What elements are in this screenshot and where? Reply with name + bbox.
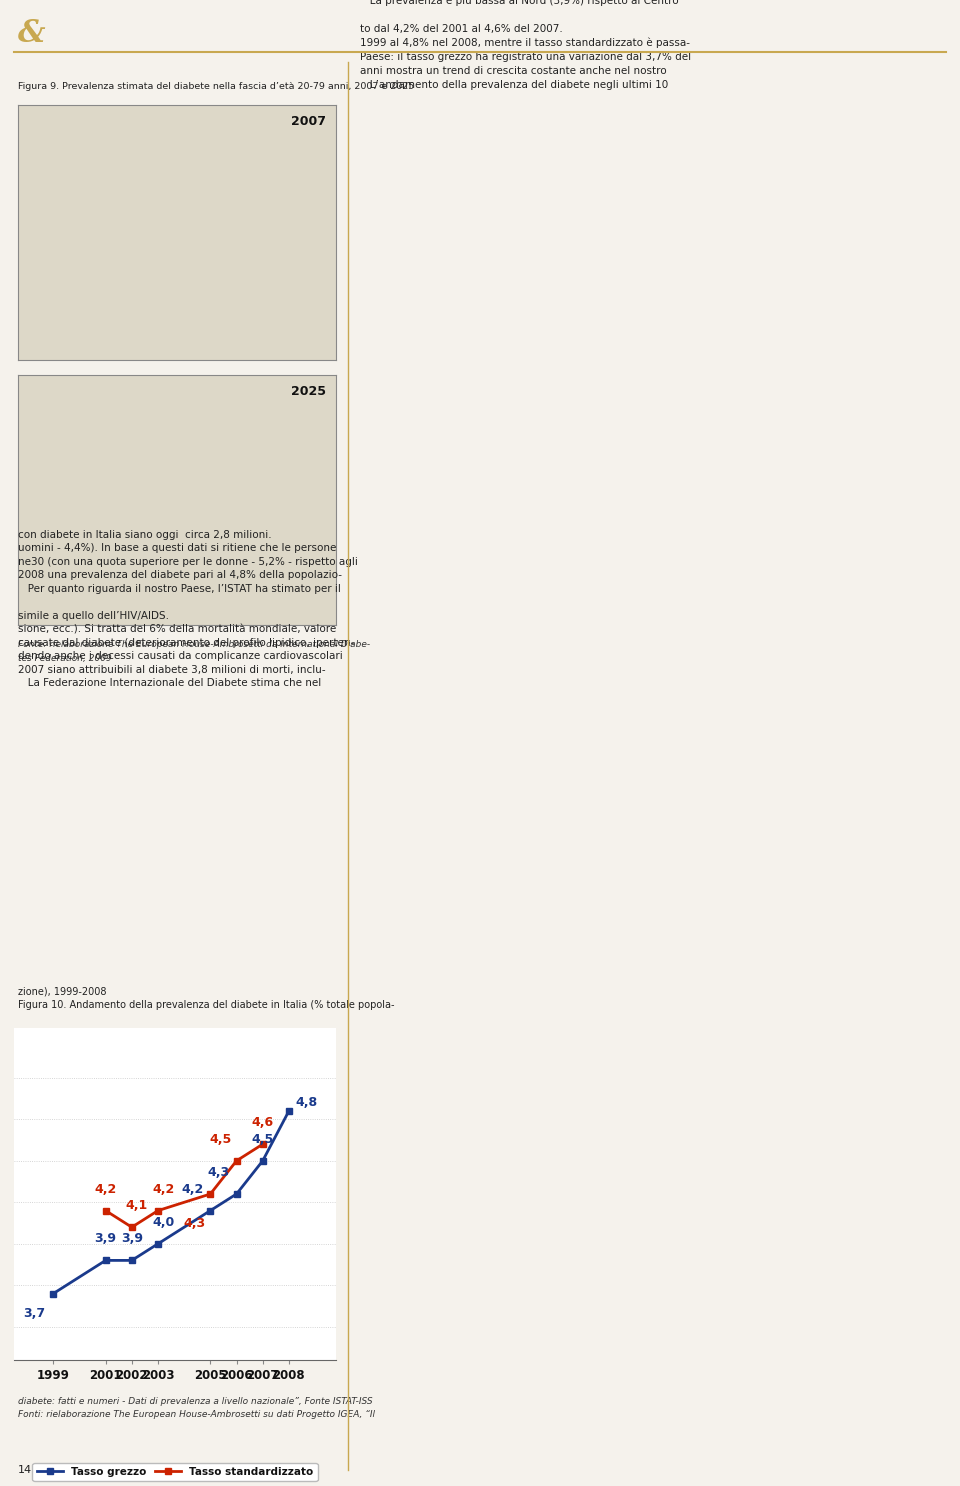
Text: &: & — [18, 18, 45, 49]
Text: 3,9: 3,9 — [121, 1232, 143, 1245]
Text: Figura 9. Prevalenza stimata del diabete nella fascia d’età 20-79 anni, 2007 e 2: Figura 9. Prevalenza stimata del diabete… — [18, 82, 415, 91]
Text: 4,2: 4,2 — [181, 1183, 204, 1196]
Text: simile a quello dell’HIV/AIDS.: simile a quello dell’HIV/AIDS. — [18, 611, 169, 621]
Text: 1999 al 4,8% nel 2008, mentre il tasso standardizzato è passa-: 1999 al 4,8% nel 2008, mentre il tasso s… — [360, 39, 690, 49]
Text: Per quanto riguarda il nostro Paese, l’ISTAT ha stimato per il: Per quanto riguarda il nostro Paese, l’I… — [18, 584, 341, 593]
Text: 14: 14 — [18, 1465, 32, 1476]
Text: diabete: fatti e numeri - Dati di prevalenza a livello nazionale”, Fonte ISTAT-I: diabete: fatti e numeri - Dati di preval… — [18, 1397, 372, 1406]
Text: uomini - 4,4%). In base a questi dati si ritiene che le persone: uomini - 4,4%). In base a questi dati si… — [18, 542, 336, 553]
Text: ne30 (con una quota superiore per le donne - 5,2% - rispetto agli: ne30 (con una quota superiore per le don… — [18, 556, 358, 566]
Text: 4,2: 4,2 — [94, 1183, 117, 1196]
Text: 3,7: 3,7 — [23, 1308, 45, 1320]
Text: La prevalenza è più bassa al Nord (3,9%) rispetto al Centro: La prevalenza è più bassa al Nord (3,9%)… — [360, 0, 679, 6]
Text: tes Federation, 2009: tes Federation, 2009 — [18, 654, 111, 663]
Text: 4,8: 4,8 — [296, 1097, 318, 1109]
Text: 2008 una prevalenza del diabete pari al 4,8% della popolazio-: 2008 una prevalenza del diabete pari al … — [18, 571, 342, 580]
Text: Figura 10. Andamento della prevalenza del diabete in Italia (% totale popola-: Figura 10. Andamento della prevalenza de… — [18, 1000, 395, 1010]
Legend: Tasso grezzo, Tasso standardizzato: Tasso grezzo, Tasso standardizzato — [33, 1462, 318, 1482]
Text: 4,3: 4,3 — [208, 1167, 230, 1178]
Text: 4,0: 4,0 — [152, 1216, 175, 1229]
Text: Fonte: rielaborazione The European House-Ambrosetti da International Diabe-: Fonte: rielaborazione The European House… — [18, 640, 371, 649]
Text: 2007 siano attribuibili al diabete 3,8 milioni di morti, inclu-: 2007 siano attribuibili al diabete 3,8 m… — [18, 664, 325, 675]
Text: zione), 1999-2008: zione), 1999-2008 — [18, 987, 107, 997]
Text: 4,5: 4,5 — [209, 1132, 231, 1146]
Text: 4,5: 4,5 — [252, 1132, 274, 1146]
Text: L’andamento della prevalenza del diabete negli ultimi 10: L’andamento della prevalenza del diabete… — [360, 80, 668, 91]
Text: anni mostra un trend di crescita costante anche nel nostro: anni mostra un trend di crescita costant… — [360, 65, 666, 76]
Text: 4,1: 4,1 — [126, 1199, 148, 1213]
Text: causate dal diabete (deterioramento del profilo lipidico, iperten-: causate dal diabete (deterioramento del … — [18, 637, 354, 648]
Text: sione, ecc.). Si tratta del 6% della mortalità mondiale, valore: sione, ecc.). Si tratta del 6% della mor… — [18, 624, 336, 635]
Text: 2025: 2025 — [292, 385, 326, 398]
Text: 3,9: 3,9 — [95, 1232, 116, 1245]
Text: con diabete in Italia siano oggi  circa 2,8 milioni.: con diabete in Italia siano oggi circa 2… — [18, 529, 272, 539]
Text: dendo anche i decessi causati da complicanze cardiovascolari: dendo anche i decessi causati da complic… — [18, 651, 343, 661]
Text: 4,3: 4,3 — [183, 1217, 205, 1230]
Text: 4,2: 4,2 — [152, 1183, 175, 1196]
Text: Fonti: rielaborazione The European House-Ambrosetti su dati Progetto IGEA, “Il: Fonti: rielaborazione The European House… — [18, 1410, 375, 1419]
Text: La Federazione Internazionale del Diabete stima che nel: La Federazione Internazionale del Diabet… — [18, 678, 322, 688]
Text: Paese: il tasso grezzo ha registrato una variazione dal 3,7% del: Paese: il tasso grezzo ha registrato una… — [360, 52, 691, 62]
Text: to dal 4,2% del 2001 al 4,6% del 2007.: to dal 4,2% del 2001 al 4,6% del 2007. — [360, 24, 563, 34]
Text: 2007: 2007 — [292, 116, 326, 128]
Text: 4,6: 4,6 — [252, 1116, 274, 1129]
